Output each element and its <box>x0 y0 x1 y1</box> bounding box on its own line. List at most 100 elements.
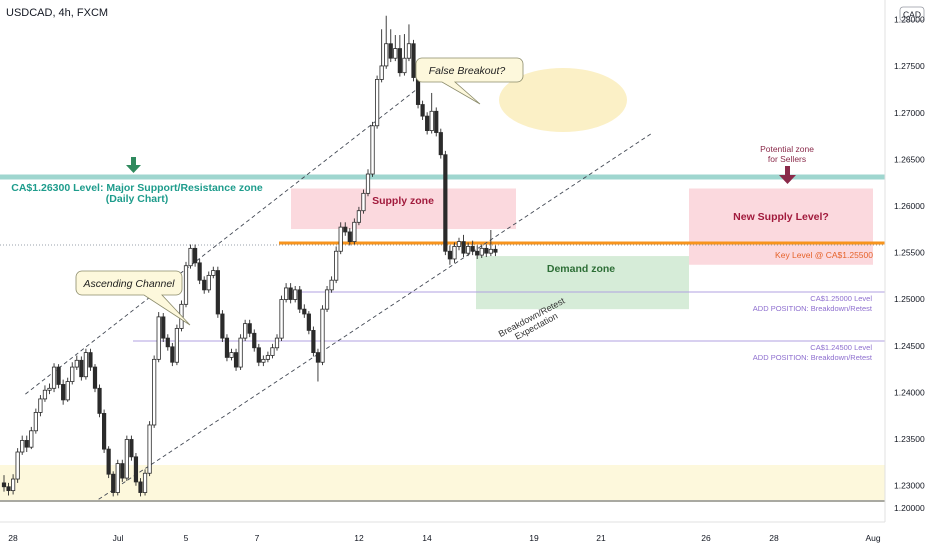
ascending-channel-label: Ascending Channel <box>82 278 175 290</box>
candle-body-up <box>211 270 216 276</box>
candle-15 <box>70 362 75 385</box>
candle-body-down <box>434 110 439 133</box>
add1-level-label: CA$1.25000 Level <box>810 294 872 303</box>
candle-body-down <box>247 323 252 334</box>
new-supply-zone <box>689 188 873 265</box>
candle-body-up <box>365 173 371 194</box>
candle-body-up <box>452 246 457 260</box>
candle-body-down <box>111 473 116 493</box>
symbol-title: USDCAD, 4h, FXCM <box>6 7 108 19</box>
candle-108 <box>493 245 498 257</box>
candle-81 <box>370 121 375 177</box>
zones-layer <box>0 68 885 502</box>
time-axis[interactable]: 28 Jul 5 7 12 14 19 21 26 28 Aug <box>0 521 885 543</box>
candle-69 <box>315 348 321 382</box>
candle-95 <box>434 107 439 137</box>
candle-64 <box>293 285 298 303</box>
candle-16 <box>74 355 79 370</box>
major-arrow-shaft <box>131 157 136 165</box>
candle-body-up <box>15 451 20 480</box>
candles-layer <box>1 15 498 497</box>
potential-zone-label: Potential zone <box>760 144 814 154</box>
candle-body-down <box>347 231 352 242</box>
sellers-arrow <box>779 166 796 184</box>
price-axis[interactable]: CAD 1.280001.275001.270001.265001.260001… <box>884 0 925 522</box>
candle-5 <box>24 435 29 453</box>
candle-83 <box>379 29 384 83</box>
candle-body-down <box>233 352 239 368</box>
candle-11 <box>51 363 57 393</box>
false-breakout-callout[interactable]: False Breakout? <box>415 57 524 105</box>
candle-90 <box>411 39 416 82</box>
candle-body-up <box>456 241 462 247</box>
candle-body-up <box>229 352 234 358</box>
candle-29 <box>133 452 139 486</box>
candle-8 <box>38 395 43 417</box>
candle-body-up <box>238 337 243 368</box>
time-tick-label: 26 <box>701 533 711 543</box>
candle-body-down <box>302 308 307 315</box>
candle-34 <box>156 312 161 363</box>
candle-104 <box>475 245 480 259</box>
candle-37 <box>170 342 175 367</box>
ascending-channel-callout[interactable]: Ascending Channel <box>75 270 191 326</box>
currency-badge[interactable]: CAD <box>899 6 925 22</box>
candle-52 <box>238 334 243 370</box>
candle-59 <box>270 343 275 359</box>
candle-body-up <box>243 323 248 339</box>
candle-body-down <box>411 43 416 78</box>
candle-body-down <box>256 347 261 363</box>
candle-body-up <box>384 43 389 67</box>
candle-47 <box>215 266 220 318</box>
candle-42 <box>192 244 198 267</box>
candle-28 <box>129 435 134 461</box>
candle-body-up <box>47 387 52 391</box>
candle-body-down <box>102 413 107 450</box>
candle-body-down <box>79 359 84 378</box>
price-tick-label: 1.28000 <box>894 15 925 25</box>
supply-zone-label: Supply zone <box>372 195 434 207</box>
add1-level-sublabel: ADD POSITION: Breakdown/Retest <box>753 304 873 313</box>
candle-body-up <box>261 358 266 363</box>
candle-body-down <box>88 352 93 368</box>
candle-body-down <box>311 329 316 353</box>
candle-body-up <box>324 289 330 310</box>
candle-body-up <box>265 355 271 360</box>
candle-body-down <box>397 48 402 74</box>
candle-body-up <box>352 221 357 242</box>
candle-body-down <box>484 247 489 254</box>
candle-85 <box>388 29 393 63</box>
candle-body-up <box>379 65 384 80</box>
candle-body-up <box>70 366 75 382</box>
levels-layer <box>0 174 885 502</box>
candle-84 <box>384 15 389 69</box>
candle-body-up <box>115 463 120 493</box>
candle-103 <box>470 240 475 256</box>
price-tick-label: 1.23500 <box>894 434 925 444</box>
candle-body-up <box>270 347 275 356</box>
candle-body-up <box>51 366 57 389</box>
candle-75 <box>343 222 348 236</box>
candle-body-up <box>274 337 280 349</box>
demand-zone <box>476 256 689 310</box>
time-ticks: 28 Jul 5 7 12 14 19 21 26 28 Aug <box>8 533 881 543</box>
candle-27 <box>124 435 129 481</box>
candle-body-down <box>106 448 111 475</box>
candle-18 <box>83 348 88 380</box>
candle-43 <box>197 258 202 285</box>
trendline-channel-upper[interactable] <box>25 89 417 395</box>
trendline-channel-lower[interactable] <box>98 133 652 500</box>
candle-3 <box>15 448 20 483</box>
candle-body-up <box>406 43 412 59</box>
candle-body-down <box>165 337 170 348</box>
candle-19 <box>88 348 93 371</box>
candle-55 <box>252 329 257 352</box>
major-level-sublabel: (Daily Chart) <box>106 193 168 205</box>
major-level-label: CA$1.26300 Level: Major Support/Resistan… <box>11 182 263 194</box>
candle-body-down <box>288 287 293 300</box>
candle-body-up <box>10 478 16 492</box>
time-tick-label: 12 <box>354 533 364 543</box>
price-tick-label: 1.20000 <box>894 503 925 513</box>
candle-100 <box>456 237 462 251</box>
